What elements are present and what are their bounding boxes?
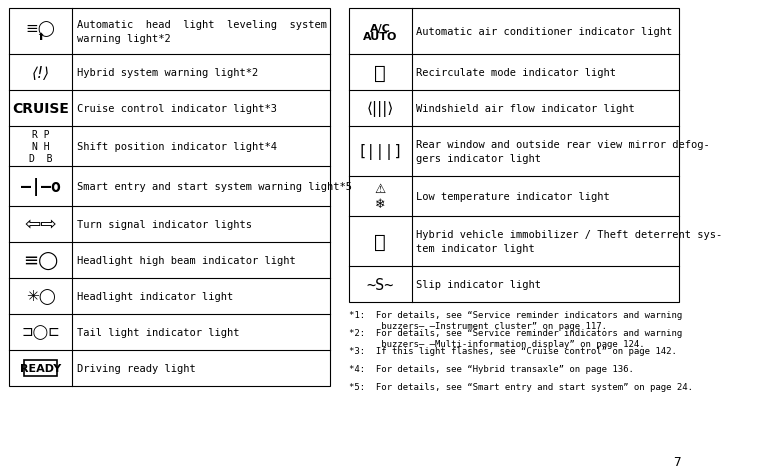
Text: Tail light indicator light: Tail light indicator light bbox=[77, 327, 239, 337]
Text: Hybrid system warning light*2: Hybrid system warning light*2 bbox=[77, 68, 258, 78]
Text: Headlight indicator light: Headlight indicator light bbox=[77, 291, 233, 301]
Text: A/C: A/C bbox=[370, 24, 391, 34]
Text: Headlight high beam indicator light: Headlight high beam indicator light bbox=[77, 256, 296, 266]
Text: ~S~: ~S~ bbox=[367, 277, 394, 292]
Text: ⟨!⟩: ⟨!⟩ bbox=[32, 65, 50, 80]
Text: Automatic air conditioner indicator light: Automatic air conditioner indicator ligh… bbox=[416, 27, 673, 37]
Text: *4:  For details, see “Hybrid transaxle” on page 136.: *4: For details, see “Hybrid transaxle” … bbox=[348, 364, 633, 373]
Text: ⚠
❄: ⚠ ❄ bbox=[375, 183, 386, 210]
Text: Windshield air flow indicator light: Windshield air flow indicator light bbox=[416, 104, 636, 114]
Text: *5:  For details, see “Smart entry and start system” on page 24.: *5: For details, see “Smart entry and st… bbox=[348, 382, 693, 391]
Text: *3:  If this light flashes, see “Cruise control” on page 142.: *3: If this light flashes, see “Cruise c… bbox=[348, 346, 677, 355]
Text: Automatic  head  light  leveling  system
warning light*2: Automatic head light leveling system war… bbox=[77, 20, 327, 43]
Text: CRUISE: CRUISE bbox=[12, 102, 69, 116]
Text: AUTO: AUTO bbox=[363, 32, 398, 42]
Text: ≡◯: ≡◯ bbox=[26, 21, 56, 37]
Text: READY: READY bbox=[20, 363, 62, 373]
Text: Shift position indicator light*4: Shift position indicator light*4 bbox=[77, 142, 277, 152]
Text: *2:  For details, see “Service reminder indicators and warning
      buzzers— —M: *2: For details, see “Service reminder i… bbox=[348, 328, 682, 348]
Text: Smart entry and start system warning light*5: Smart entry and start system warning lig… bbox=[77, 182, 352, 192]
Text: [|||]: [|||] bbox=[357, 144, 403, 159]
Text: Driving ready light: Driving ready light bbox=[77, 363, 196, 373]
Text: Low temperature indicator light: Low temperature indicator light bbox=[416, 192, 610, 201]
Text: ⇦⇨: ⇦⇨ bbox=[24, 215, 57, 234]
Text: ⊐◯⊏: ⊐◯⊏ bbox=[21, 325, 60, 340]
Text: ⟨|||⟩: ⟨|||⟩ bbox=[367, 101, 394, 117]
Text: R P
N H
D  B: R P N H D B bbox=[29, 130, 53, 163]
Text: Slip indicator light: Slip indicator light bbox=[416, 279, 542, 289]
Text: ≡◯: ≡◯ bbox=[23, 251, 59, 269]
Text: Rear window and outside rear view mirror defog-
gers indicator light: Rear window and outside rear view mirror… bbox=[416, 140, 710, 163]
Text: 🚗: 🚗 bbox=[374, 232, 386, 251]
Text: ⬆: ⬆ bbox=[37, 32, 45, 42]
Text: Recirculate mode indicator light: Recirculate mode indicator light bbox=[416, 68, 616, 78]
Text: 7: 7 bbox=[674, 455, 680, 468]
Text: 🚗: 🚗 bbox=[374, 63, 386, 82]
Text: *1:  For details, see “Service reminder indicators and warning
      buzzers— —I: *1: For details, see “Service reminder i… bbox=[348, 310, 682, 330]
Text: ✳◯: ✳◯ bbox=[26, 288, 56, 304]
Bar bbox=[9, 9, 331, 386]
Text: Hybrid vehicle immobilizer / Theft deterrent sys-
tem indicator light: Hybrid vehicle immobilizer / Theft deter… bbox=[416, 230, 722, 253]
Text: –|–o: –|–o bbox=[21, 178, 61, 196]
Text: Cruise control indicator light*3: Cruise control indicator light*3 bbox=[77, 104, 277, 114]
Bar bbox=[348, 9, 679, 302]
Text: Turn signal indicator lights: Turn signal indicator lights bbox=[77, 219, 252, 229]
